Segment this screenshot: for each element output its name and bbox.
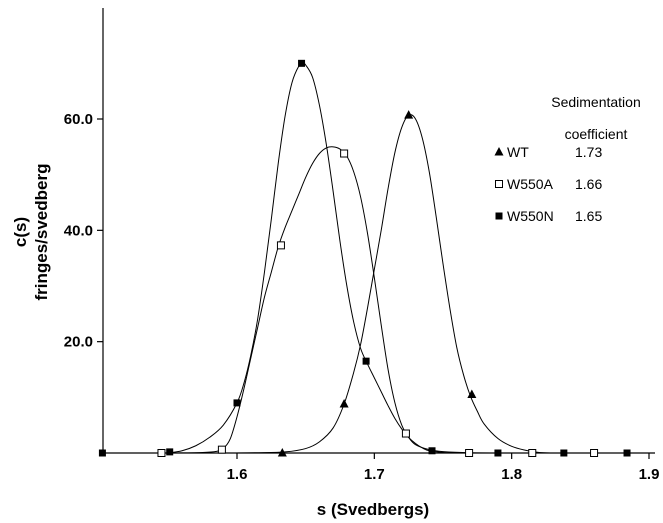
data-point-w550a (340, 149, 349, 158)
legend-label-w550a: W550A (507, 176, 554, 192)
y-axis-title-line2: fringes/svedberg (32, 164, 51, 301)
series-line-w550n (168, 62, 457, 454)
legend-header-line1: Sedimentation (551, 94, 641, 110)
data-point-w550a (465, 449, 474, 457)
legend-label-wt: WT (507, 144, 529, 160)
x-ticks: 1.6 1.7 1.8 1.9 (227, 453, 660, 483)
data-point-w550n (166, 448, 174, 456)
data-point-w550a (401, 429, 410, 438)
data-point-w550n (428, 447, 436, 455)
data-point-w550n (623, 449, 631, 457)
series-line-w550a (175, 146, 512, 454)
data-point-wt (467, 389, 477, 399)
y-axis-title-line1: c(s) (11, 217, 30, 247)
legend-entries: WT 1.73 W550A 1.66 W550N 1.65 (494, 144, 602, 224)
legend-marker-w550a (495, 180, 503, 188)
data-point-w550n (362, 357, 370, 365)
data-point-w550n (233, 399, 241, 407)
series-line-wt (230, 114, 553, 454)
data-point-w550n (98, 449, 106, 457)
x-tick-label: 1.8 (501, 466, 522, 483)
data-point-wt (277, 448, 287, 457)
legend: Sedimentation coefficient WT 1.73 W550A 1.6… (494, 94, 641, 224)
data-point-w550a (276, 241, 285, 250)
x-tick-label: 1.6 (227, 466, 248, 483)
data-point-w550a (528, 449, 537, 457)
x-axis-title: s (Svedbergs) (317, 500, 429, 519)
legend-value-w550a: 1.66 (575, 176, 602, 192)
curves (168, 62, 553, 454)
legend-label-w550n: W550N (507, 208, 554, 224)
data-point-w550n (560, 449, 568, 457)
data-point-wt (404, 110, 414, 119)
x-tick-label: 1.9 (639, 466, 660, 483)
data-point-w550a (217, 445, 226, 454)
data-point-w550n (494, 449, 502, 457)
legend-marker-w550n (495, 212, 503, 220)
y-tick-label: 60.0 (64, 111, 93, 128)
data-point-w550n (298, 59, 306, 67)
markers (98, 59, 631, 457)
data-point-w550a (590, 449, 599, 457)
data-point-wt (339, 399, 349, 408)
legend-header-line2: coefficient (565, 126, 628, 142)
data-point-w550a (157, 449, 166, 457)
y-tick-label: 20.0 (64, 334, 93, 351)
legend-value-w550n: 1.65 (575, 208, 602, 224)
y-ticks: 20.0 40.0 60.0 (64, 111, 103, 351)
legend-value-wt: 1.73 (575, 144, 602, 160)
y-tick-label: 40.0 (64, 222, 93, 239)
x-tick-label: 1.7 (364, 466, 385, 483)
legend-marker-wt (494, 147, 504, 156)
